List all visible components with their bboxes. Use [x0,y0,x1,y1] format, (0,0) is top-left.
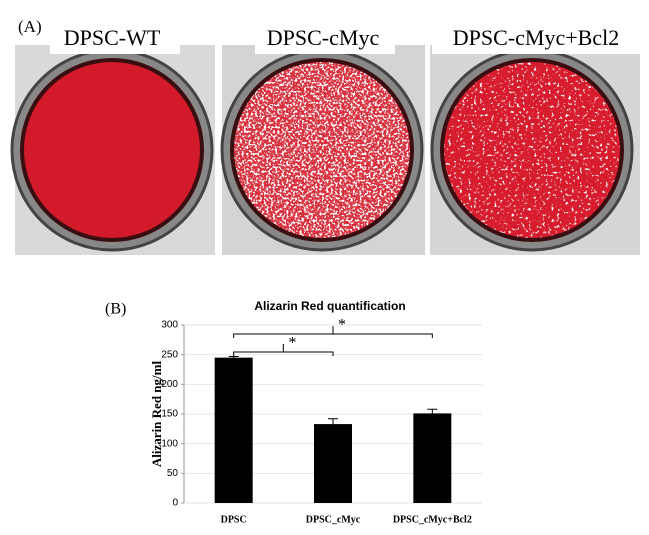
y-tick-label: 50 [167,468,179,479]
panel-label: (A) [18,17,42,36]
y-tick-label: 0 [172,498,178,509]
x-tick-label: DPSC_cMyc+Bcl2 [393,514,472,525]
photo-title: DPSC-cMyc+Bcl2 [453,25,619,50]
panel-label: (B) [105,301,126,318]
significance-bracket [233,326,433,338]
mineral-nodules [234,62,410,238]
error-bar [427,408,438,419]
significance-mark: * [288,335,296,352]
chart-title: Alizarin Red quantification [254,299,405,313]
y-tick-label: 150 [161,409,178,420]
bar [214,357,253,503]
photo-title: DPSC-cMyc [267,25,380,50]
y-tick-label: 200 [161,379,178,390]
title-bg [432,24,642,54]
title-bg [255,24,395,54]
y-tick-label: 250 [161,349,178,360]
error-bar [328,418,338,430]
y-tick-label: 100 [161,438,178,449]
bar [413,413,452,503]
dish-photos [10,45,640,255]
bar [314,424,352,503]
significance-mark: * [338,317,346,334]
dish [24,62,200,238]
x-tick-label: DPSC_cMyc [306,514,361,525]
title-bg [50,24,180,54]
y-tick-label: 300 [161,320,178,331]
y-axis-label: Alizarin Red ng/ml [149,361,164,468]
x-tick-label: DPSC [221,514,247,525]
mineral-nodules [444,62,620,238]
error-bar [228,355,239,360]
photo-title: DPSC-WT [64,25,161,50]
significance-bracket [233,344,334,356]
